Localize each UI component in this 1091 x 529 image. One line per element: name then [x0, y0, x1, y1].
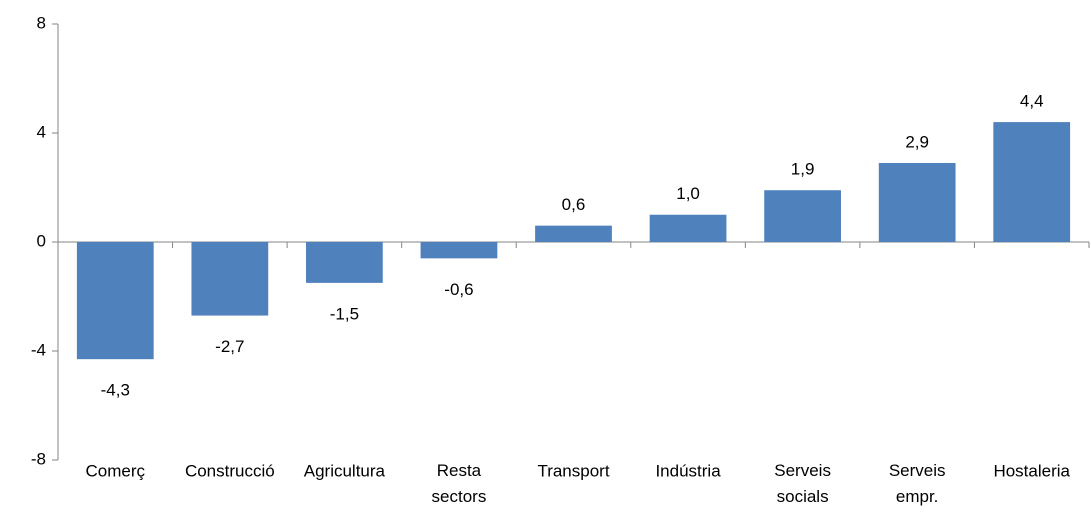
x-tick-label: Construcció [185, 461, 275, 480]
bar [420, 242, 498, 259]
x-tick-label: Serveis socials [774, 461, 831, 506]
data-label: -2,7 [215, 337, 244, 356]
x-tick-label: Agricultura [304, 461, 386, 480]
x-tick-label: Indústria [655, 461, 721, 480]
data-label: 0,6 [562, 195, 586, 214]
y-tick-label: -8 [31, 449, 46, 468]
bar [993, 122, 1071, 242]
y-tick-label: 4 [37, 122, 46, 141]
data-label: -0,6 [444, 280, 473, 299]
data-label: -1,5 [330, 304, 359, 323]
x-tick-label: Hostaleria [993, 461, 1070, 480]
x-tick-label: Comerç [86, 461, 146, 480]
bar [306, 242, 383, 283]
x-tick-label: Resta sectors [432, 461, 487, 506]
bar [76, 242, 154, 360]
y-tick-label: 8 [37, 13, 46, 32]
x-tick-label: Serveis empr. [889, 461, 946, 506]
data-label: 2,9 [905, 132, 929, 151]
bar [191, 242, 269, 316]
y-tick-label: -4 [31, 340, 46, 359]
bar [764, 190, 841, 242]
data-label: 1,9 [791, 160, 815, 179]
data-label: 1,0 [676, 184, 700, 203]
x-tick-label: Transport [537, 461, 609, 480]
data-label: -4,3 [101, 381, 130, 400]
y-tick-label: 0 [37, 231, 46, 250]
bar [878, 162, 956, 242]
data-label: 4,4 [1020, 92, 1044, 111]
bar [535, 225, 612, 242]
bar [649, 214, 727, 242]
